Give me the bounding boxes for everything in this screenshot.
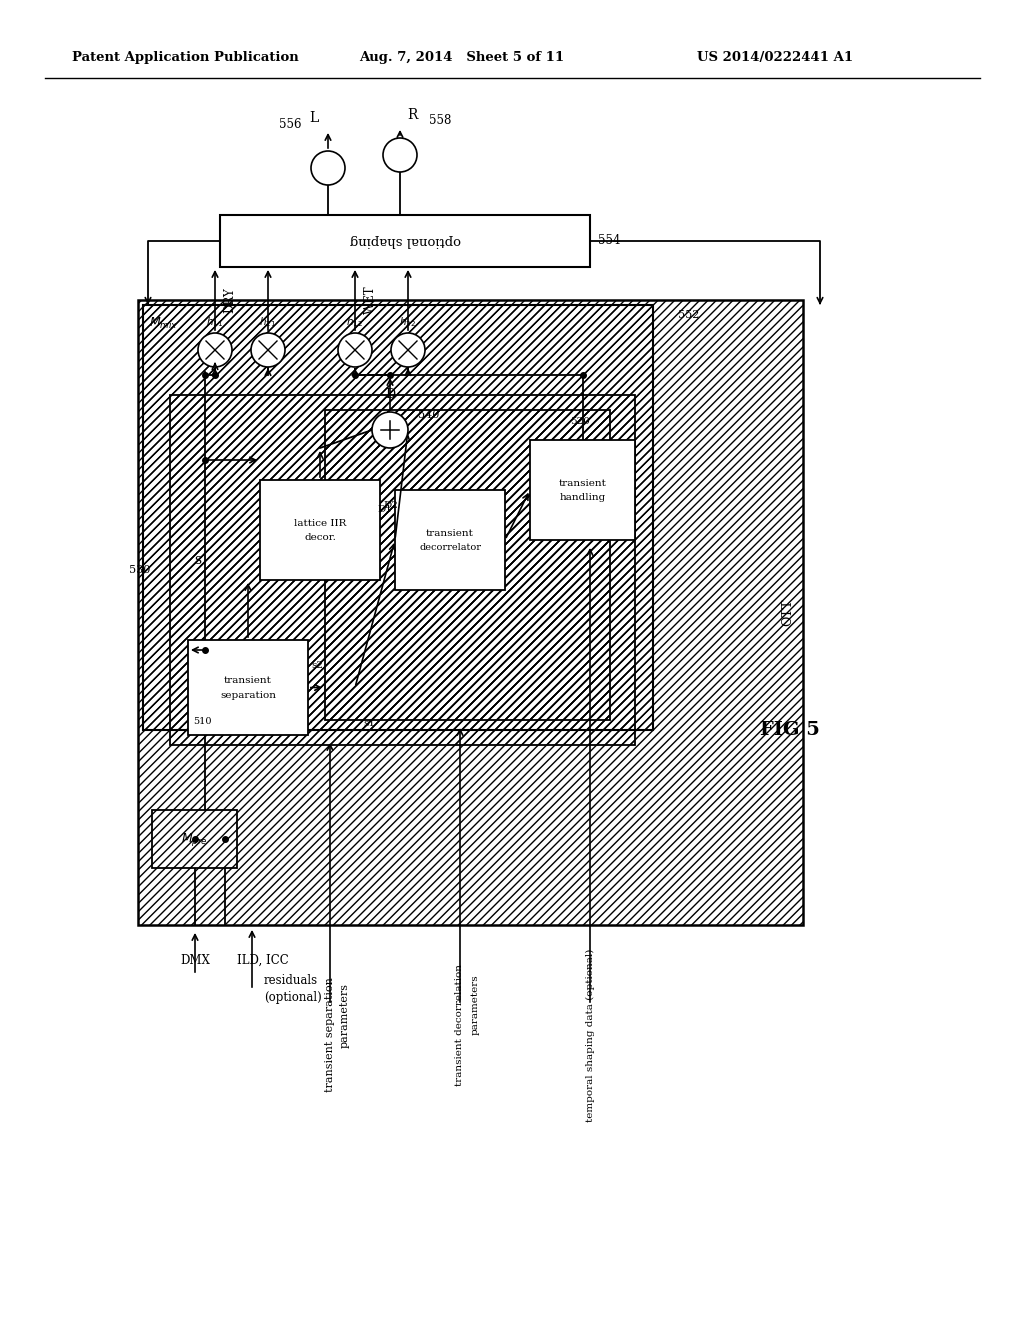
Text: 558: 558 [429, 114, 452, 127]
Text: s: s [195, 553, 202, 568]
Text: transient decorrelation: transient decorrelation [456, 964, 465, 1086]
Text: parameters: parameters [470, 974, 479, 1035]
Text: D1: D1 [377, 506, 392, 515]
Text: transient: transient [224, 676, 272, 685]
Bar [260, 480, 380, 579]
Bar [220, 215, 590, 267]
Bar [152, 810, 237, 869]
Bar [530, 440, 635, 540]
Bar [188, 640, 308, 735]
Bar [138, 300, 803, 925]
Text: 554: 554 [598, 235, 621, 248]
Text: lattice IIR: lattice IIR [294, 519, 346, 528]
Circle shape [338, 333, 372, 367]
Bar [325, 411, 610, 719]
Circle shape [372, 412, 408, 447]
Text: Patent Application Publication: Patent Application Publication [72, 50, 298, 63]
Bar [170, 395, 635, 744]
Text: 552: 552 [678, 310, 699, 319]
Text: transient: transient [558, 479, 606, 487]
Text: s2: s2 [311, 660, 323, 669]
Text: separation: separation [220, 690, 276, 700]
Circle shape [251, 333, 285, 367]
Text: Aug. 7, 2014   Sheet 5 of 11: Aug. 7, 2014 Sheet 5 of 11 [359, 50, 564, 63]
Text: D2: D2 [383, 500, 398, 510]
Text: OTT: OTT [781, 599, 795, 626]
Circle shape [383, 139, 417, 172]
Text: WET: WET [364, 285, 377, 314]
Text: R: R [407, 108, 417, 121]
Text: US 2014/0222441 A1: US 2014/0222441 A1 [697, 50, 853, 63]
Text: decor.: decor. [304, 533, 336, 543]
Text: 530: 530 [129, 565, 150, 576]
Text: $h_{21}$: $h_{21}$ [259, 315, 276, 329]
Text: s1: s1 [362, 718, 375, 727]
Text: FIG 5: FIG 5 [760, 721, 820, 739]
Text: (optional): (optional) [264, 990, 322, 1003]
Circle shape [311, 150, 345, 185]
Text: 556: 556 [279, 119, 301, 132]
Bar [395, 490, 505, 590]
Circle shape [198, 333, 232, 367]
Text: residuals: residuals [264, 974, 318, 986]
Text: ILD, ICC: ILD, ICC [237, 953, 289, 966]
Text: decorrelator: decorrelator [419, 544, 481, 553]
Text: 520: 520 [570, 417, 590, 426]
Text: $M_{pre}$: $M_{pre}$ [181, 830, 208, 847]
Text: $h_{12}$: $h_{12}$ [346, 315, 364, 329]
Circle shape [391, 333, 425, 367]
Bar [143, 305, 653, 730]
Text: DMX: DMX [180, 953, 210, 966]
Text: 540: 540 [418, 411, 439, 420]
Text: D: D [385, 388, 395, 401]
Text: transient: transient [426, 528, 474, 537]
Text: $M_{mix}$: $M_{mix}$ [148, 315, 177, 330]
Text: parameters: parameters [340, 982, 350, 1048]
Text: L: L [309, 111, 318, 125]
Text: optional shaping: optional shaping [349, 235, 461, 248]
Text: $h_{22}$: $h_{22}$ [399, 315, 417, 329]
Text: handling: handling [559, 494, 605, 503]
Text: temporal shaping data (optional): temporal shaping data (optional) [586, 948, 595, 1122]
Text: 510: 510 [193, 717, 212, 726]
Text: DRY: DRY [223, 288, 237, 313]
Text: $h_{11}$: $h_{11}$ [207, 315, 223, 329]
Text: transient separation: transient separation [325, 978, 335, 1093]
